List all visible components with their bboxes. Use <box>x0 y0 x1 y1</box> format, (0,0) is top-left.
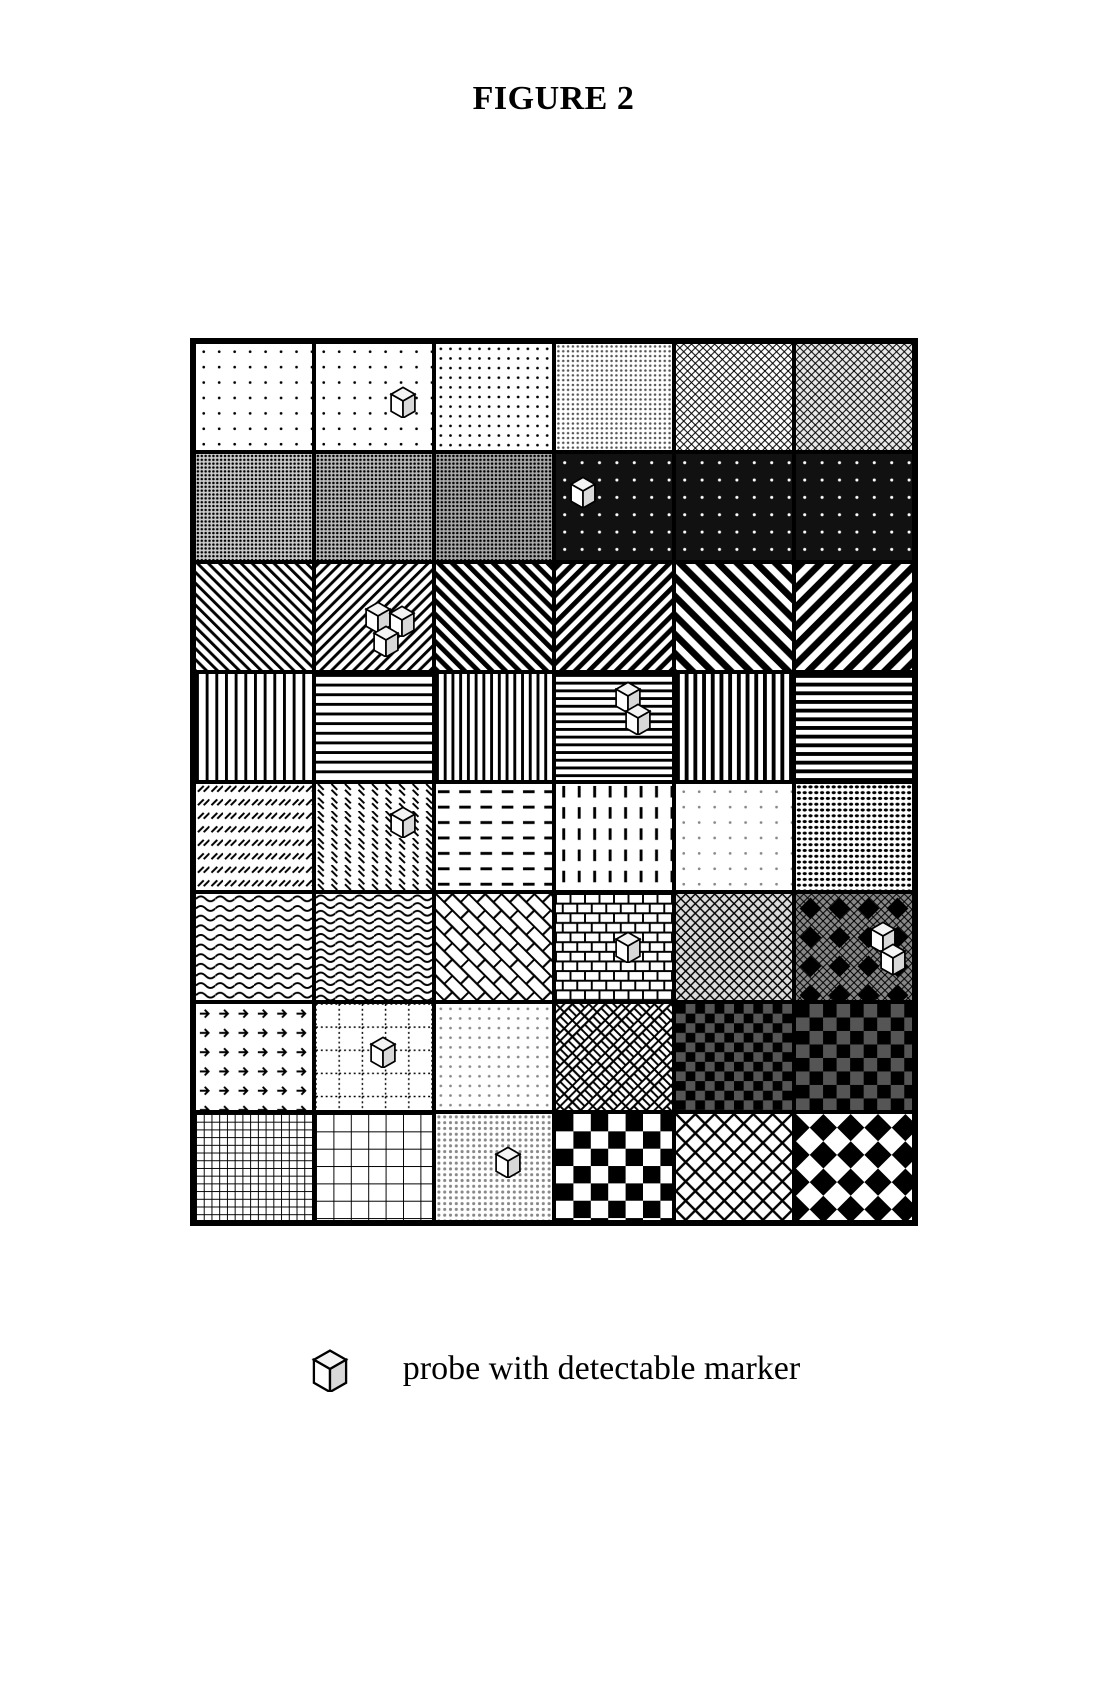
pattern-cell <box>434 342 554 452</box>
pattern-cell <box>194 672 314 782</box>
pattern-cell <box>794 672 914 782</box>
pattern-cell <box>794 1112 914 1222</box>
pattern-cell <box>194 892 314 1002</box>
pattern-cell <box>554 1112 674 1222</box>
pattern-cell <box>794 1002 914 1112</box>
pattern-cell <box>194 452 314 562</box>
pattern-cell <box>194 782 314 892</box>
pattern-cell <box>314 1112 434 1222</box>
pattern-grid-border <box>190 338 918 1226</box>
pattern-cell <box>314 1002 434 1112</box>
pattern-cell <box>794 452 914 562</box>
pattern-cell <box>314 452 434 562</box>
probe-marker-icon <box>866 919 914 979</box>
pattern-cell <box>554 782 674 892</box>
legend: probe with detectable marker <box>307 1346 800 1392</box>
pattern-cell <box>674 892 794 1002</box>
pattern-cell <box>674 672 794 782</box>
pattern-cell <box>674 342 794 452</box>
pattern-cell <box>794 562 914 672</box>
pattern-cell <box>314 892 434 1002</box>
probe-marker-icon <box>611 929 645 963</box>
pattern-cell <box>674 1002 794 1112</box>
pattern-cell <box>434 672 554 782</box>
pattern-cell <box>434 1002 554 1112</box>
pattern-cell <box>314 562 434 672</box>
pattern-cell <box>194 342 314 452</box>
pattern-cell <box>554 562 674 672</box>
pattern-cell <box>554 892 674 1002</box>
pattern-cell <box>434 452 554 562</box>
pattern-cell <box>554 672 674 782</box>
probe-marker-icon <box>386 384 420 418</box>
pattern-cell <box>194 562 314 672</box>
pattern-cell <box>554 342 674 452</box>
pattern-cell <box>794 782 914 892</box>
pattern-cell <box>674 562 794 672</box>
probe-marker-icon <box>566 474 600 508</box>
probe-marker-icon <box>491 1144 525 1178</box>
probe-marker-icon <box>366 1034 400 1068</box>
probe-marker-icon <box>361 599 431 659</box>
pattern-cell <box>674 452 794 562</box>
pattern-cell <box>794 342 914 452</box>
pattern-cell <box>314 672 434 782</box>
pattern-cell <box>314 782 434 892</box>
pattern-cell <box>434 782 554 892</box>
legend-label: probe with detectable marker <box>403 1350 800 1388</box>
pattern-grid <box>194 342 914 1222</box>
pattern-cell <box>434 1112 554 1222</box>
pattern-cell <box>434 562 554 672</box>
figure-title: FIGURE 2 <box>473 80 635 118</box>
probe-marker-icon <box>611 679 661 739</box>
pattern-cell <box>554 1002 674 1112</box>
pattern-cell <box>554 452 674 562</box>
pattern-cell <box>194 1002 314 1112</box>
pattern-cell <box>434 892 554 1002</box>
pattern-cell <box>314 342 434 452</box>
pattern-cell <box>794 892 914 1002</box>
pattern-cell <box>194 1112 314 1222</box>
pattern-cell <box>674 782 794 892</box>
probe-marker-icon <box>386 804 420 838</box>
legend-cube-icon <box>307 1346 353 1392</box>
pattern-cell <box>674 1112 794 1222</box>
